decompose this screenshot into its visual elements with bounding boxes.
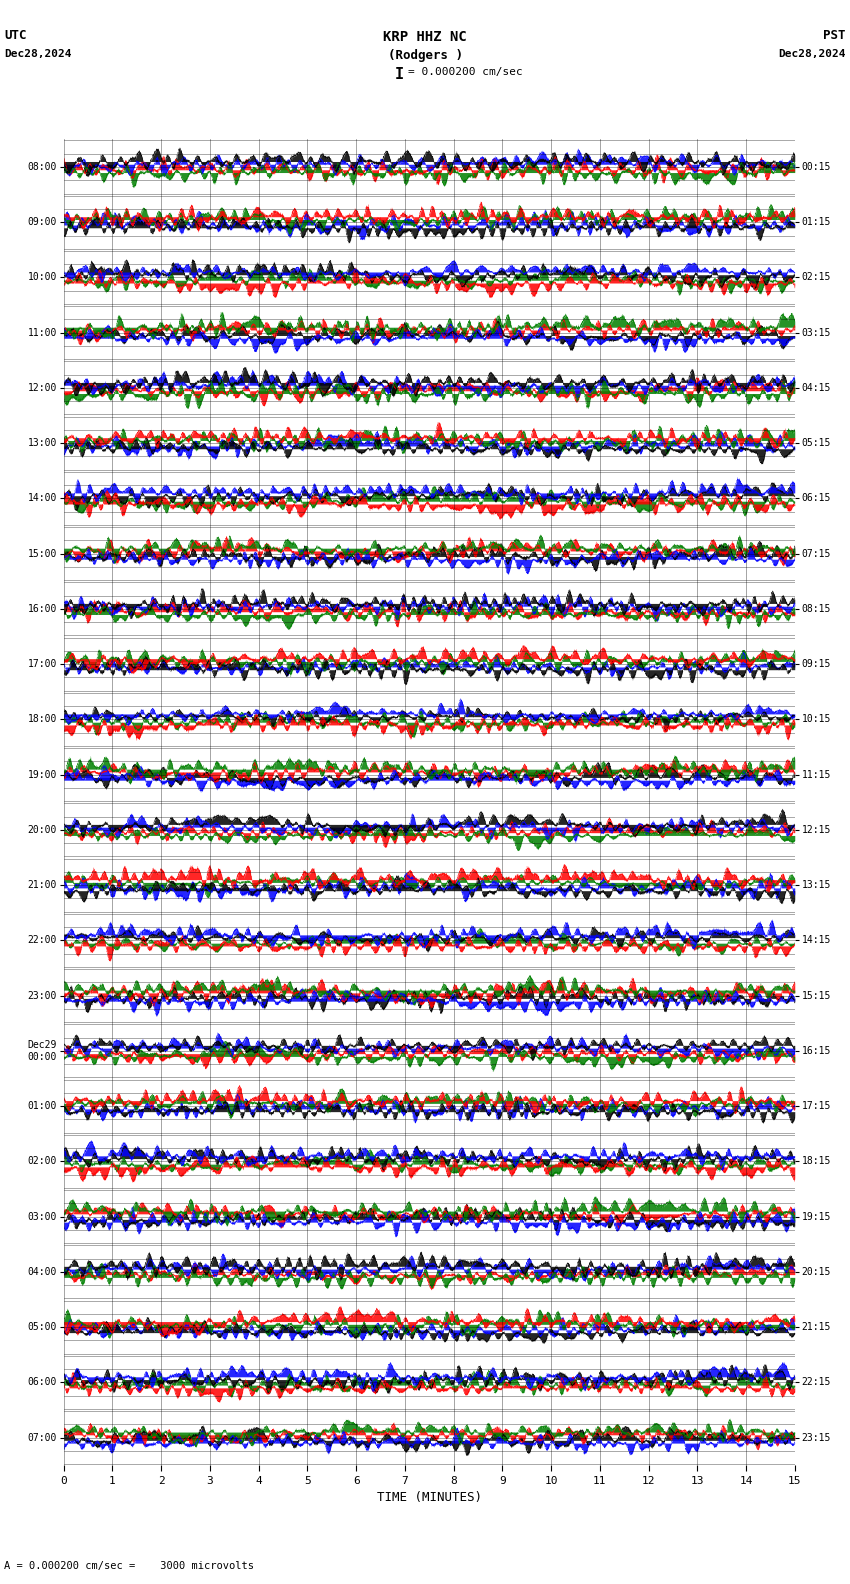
Text: PST: PST [824,29,846,41]
Text: UTC: UTC [4,29,26,41]
Text: A = 0.000200 cm/sec =    3000 microvolts: A = 0.000200 cm/sec = 3000 microvolts [4,1562,254,1571]
Text: (Rodgers ): (Rodgers ) [388,49,462,62]
Text: Dec28,2024: Dec28,2024 [779,49,846,59]
Text: I: I [395,67,404,81]
Text: = 0.000200 cm/sec: = 0.000200 cm/sec [408,67,523,76]
Text: Dec28,2024: Dec28,2024 [4,49,71,59]
Text: KRP HHZ NC: KRP HHZ NC [383,30,467,44]
X-axis label: TIME (MINUTES): TIME (MINUTES) [377,1491,482,1505]
